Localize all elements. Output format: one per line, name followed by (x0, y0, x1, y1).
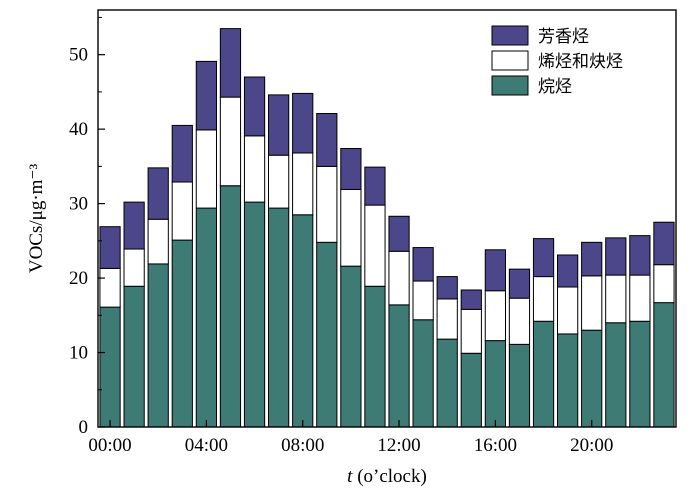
bar-segment-s2-h19 (557, 254, 579, 288)
x-tick-label-12: 12:00 (377, 435, 420, 456)
bar-segment-s1-h9 (316, 165, 338, 243)
bar-segment-s2-h22 (629, 235, 651, 276)
bar-segment-s1-h21 (605, 274, 627, 324)
bar-segment-s0-h14 (436, 338, 458, 428)
bar-segment-s0-h9 (316, 241, 338, 428)
bar-segment-s1-h13 (412, 280, 434, 321)
bar-segment-s1-h22 (629, 274, 651, 322)
bar-segment-s1-h18 (532, 276, 555, 322)
bar-segment-s0-h0 (99, 306, 121, 428)
bar-segment-s1-h14 (436, 298, 458, 340)
bar-segment-s2-h13 (412, 247, 434, 282)
x-axis-title: t (o’clock) (347, 466, 427, 487)
x-tick-label-0: 00:00 (88, 435, 131, 456)
bar-segment-s0-h16 (484, 340, 506, 428)
bar-segment-s2-h8 (292, 92, 314, 154)
bar-segment-s0-h21 (605, 322, 627, 428)
bar-segment-s0-h15 (460, 352, 482, 428)
bar-segment-s2-h4 (195, 60, 217, 131)
bar-segment-s2-h12 (388, 215, 410, 252)
bar-segment-s1-h6 (243, 135, 266, 203)
bar-segment-s2-h21 (605, 237, 627, 276)
legend-swatch-1 (491, 50, 529, 71)
bar-segment-s0-h23 (653, 302, 675, 428)
bar-segment-s2-h20 (581, 241, 603, 277)
bar-segment-s0-h12 (388, 304, 410, 428)
bar-segment-s0-h2 (147, 263, 169, 428)
plot-frame (97, 9, 677, 428)
bar-segment-s1-h23 (653, 264, 675, 304)
bar-segment-s1-h16 (484, 290, 506, 342)
bar-segment-s2-h17 (508, 268, 531, 299)
legend-swatch-2 (491, 25, 529, 46)
bar-segment-s0-h5 (219, 185, 242, 428)
bar-segment-s1-h15 (460, 308, 482, 354)
bar-segment-s0-h13 (412, 319, 434, 428)
bar-segment-s2-h18 (532, 238, 555, 278)
y-tick-label-40: 40 (69, 119, 88, 140)
bar-segment-s2-h10 (340, 148, 362, 190)
bar-segment-s1-h11 (364, 204, 386, 287)
bar-segment-s2-h15 (460, 289, 482, 310)
bar-segment-s2-h0 (99, 226, 121, 269)
x-axis-title-variable: t (347, 466, 353, 487)
bar-segment-s0-h6 (243, 201, 266, 428)
bar-segment-s2-h14 (436, 276, 458, 300)
bar-segment-s0-h20 (581, 329, 603, 428)
bar-segment-s0-h22 (629, 320, 651, 428)
bar-segment-s1-h12 (388, 250, 410, 306)
bar-segment-s0-h8 (292, 214, 314, 428)
bar-segment-s1-h7 (268, 154, 290, 209)
bar-segment-s1-h8 (292, 152, 314, 216)
bar-segment-s0-h1 (123, 285, 145, 428)
bar-segment-s0-h11 (364, 285, 386, 428)
y-tick-label-10: 10 (69, 343, 88, 364)
y-axis-title: VOCs/μg·m⁻³ (26, 164, 47, 274)
bar-segment-s2-h16 (484, 249, 506, 292)
legend-swatch-0 (491, 75, 529, 96)
bar-segment-s0-h18 (532, 320, 555, 428)
legend-label-1: 烯烃和炔烃 (538, 52, 623, 72)
axes-layer: 0 10 20 30 40 50 00:00 04:00 08:00 12:00 16:00 20:0… (69, 16, 613, 456)
bar-segment-s2-h7 (268, 94, 290, 156)
bar-segment-s2-h3 (171, 124, 193, 183)
bar-segment-s1-h2 (147, 218, 169, 265)
bar-segment-s1-h4 (195, 129, 217, 209)
bar-segment-s0-h19 (557, 333, 579, 428)
bar-segment-s0-h17 (508, 343, 531, 428)
bar-segment-s2-h11 (364, 166, 386, 206)
x-axis-title-unit: (o’clock) (352, 466, 426, 487)
bar-segment-s1-h10 (340, 188, 362, 267)
y-tick-label-20: 20 (69, 268, 88, 289)
legend-label-0: 烷烃 (538, 77, 572, 97)
bar-segment-s2-h9 (316, 113, 338, 167)
x-tick-label-4: 04:00 (185, 435, 228, 456)
bar-segment-s1-h0 (99, 267, 121, 308)
bar-segment-s0-h3 (171, 239, 193, 428)
bar-segment-s0-h7 (268, 207, 290, 428)
x-tick-label-20: 20:00 (570, 435, 613, 456)
bar-segment-s0-h4 (195, 207, 217, 428)
bar-segment-s2-h5 (219, 28, 242, 98)
bar-segment-s1-h5 (219, 96, 242, 187)
bar-segment-s2-h6 (243, 76, 266, 137)
bar-segment-s1-h3 (171, 181, 193, 241)
bar-segment-s2-h2 (147, 167, 169, 220)
legend-label-2: 芳香烃 (538, 27, 589, 47)
bar-segment-s1-h1 (123, 248, 145, 287)
bar-segment-s2-h23 (653, 221, 675, 266)
bar-segment-s1-h19 (557, 286, 579, 335)
bar-segment-s1-h17 (508, 297, 531, 345)
bar-segment-s1-h20 (581, 275, 603, 331)
x-tick-label-8: 08:00 (281, 435, 324, 456)
y-tick-label-50: 50 (69, 45, 88, 66)
bar-segment-s0-h10 (340, 265, 362, 428)
x-tick-label-16: 16:00 (474, 435, 517, 456)
y-tick-label-30: 30 (69, 194, 88, 215)
bars-layer (99, 28, 675, 428)
bar-segment-s2-h1 (123, 201, 145, 250)
y-tick-label-0: 0 (79, 417, 89, 438)
